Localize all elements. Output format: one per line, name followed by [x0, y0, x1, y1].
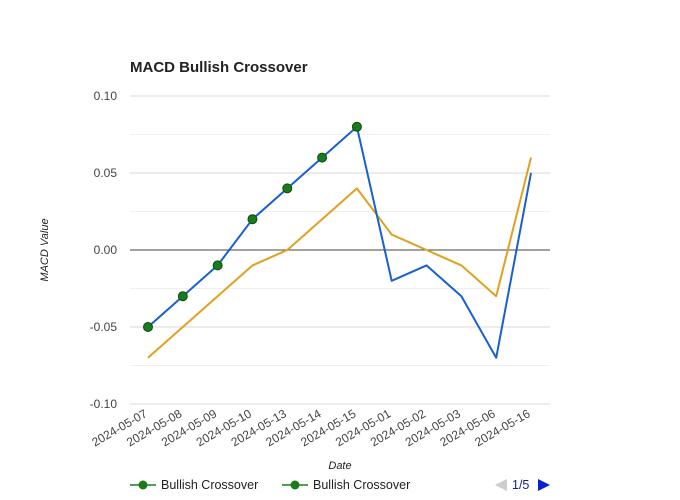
legend-item-1[interactable]: Bullish Crossover [130, 478, 258, 492]
legend-page-indicator: 1/5 [512, 478, 529, 492]
legend-swatch-marker [138, 480, 148, 490]
chart-title: MACD Bullish Crossover [130, 59, 308, 76]
legend: Bullish Crossover Bullish Crossover 1/5 [130, 478, 550, 492]
legend-next-page-icon[interactable] [538, 479, 550, 491]
x-axis-title: Date [328, 460, 351, 472]
y-tick-label: -0.10 [90, 397, 118, 411]
y-tick-label: 0.05 [94, 166, 118, 180]
y-tick-labels: 0.10 0.05 0.00 -0.05 -0.10 [90, 89, 118, 411]
legend-swatch-marker [290, 480, 300, 490]
y-tick-label: 0.10 [94, 89, 118, 103]
crossover-point [212, 260, 223, 271]
x-tick-labels: 2024-05-072024-05-082024-05-092024-05-10… [89, 406, 532, 449]
y-tick-label: 0.00 [94, 243, 118, 257]
legend-item-2[interactable]: Bullish Crossover [282, 478, 410, 492]
legend-label: Bullish Crossover [313, 478, 410, 492]
series-line [147, 125, 532, 359]
crossover-point [177, 291, 188, 302]
crossover-markers [143, 121, 362, 332]
y-tick-label: -0.05 [90, 320, 118, 334]
series-line [147, 157, 532, 359]
y-axis-title: MACD Value [39, 218, 51, 281]
series-lines [147, 125, 532, 359]
gridlines [130, 95, 550, 405]
crossover-point [282, 183, 293, 194]
crossover-point [317, 152, 328, 163]
crossover-point [351, 121, 362, 132]
crossover-point [247, 214, 258, 225]
legend-label: Bullish Crossover [161, 478, 258, 492]
crossover-point [143, 322, 153, 332]
legend-prev-page-icon[interactable] [495, 479, 507, 491]
